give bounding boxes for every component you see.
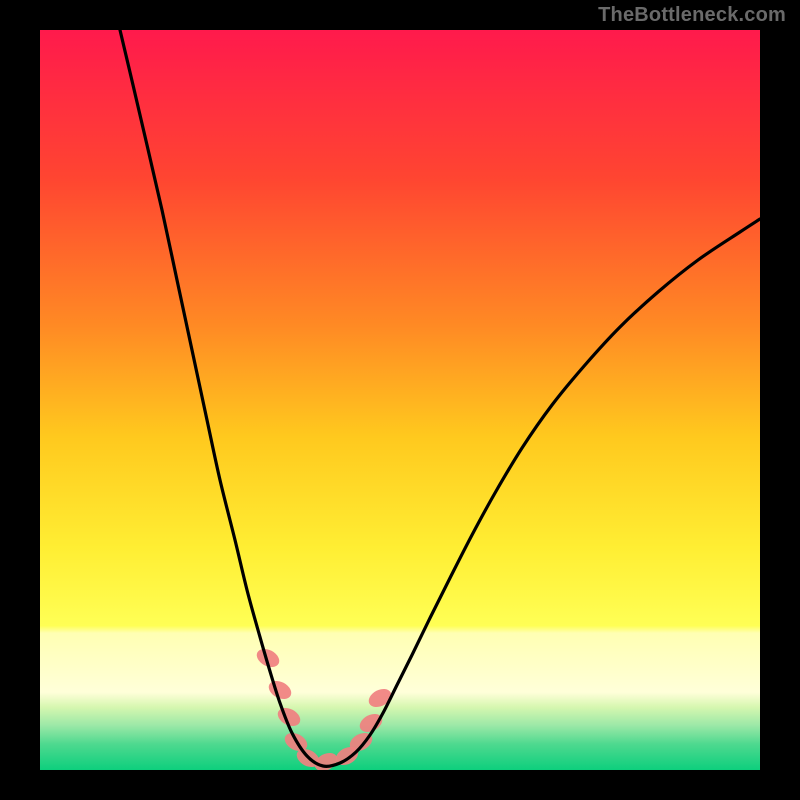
chart-overlay <box>40 30 760 770</box>
bead-group <box>254 645 395 770</box>
bottleneck-curve <box>120 30 760 766</box>
watermark-text: TheBottleneck.com <box>598 4 786 27</box>
chart-frame: TheBottleneck.com <box>0 0 800 800</box>
plot-area <box>40 30 760 770</box>
